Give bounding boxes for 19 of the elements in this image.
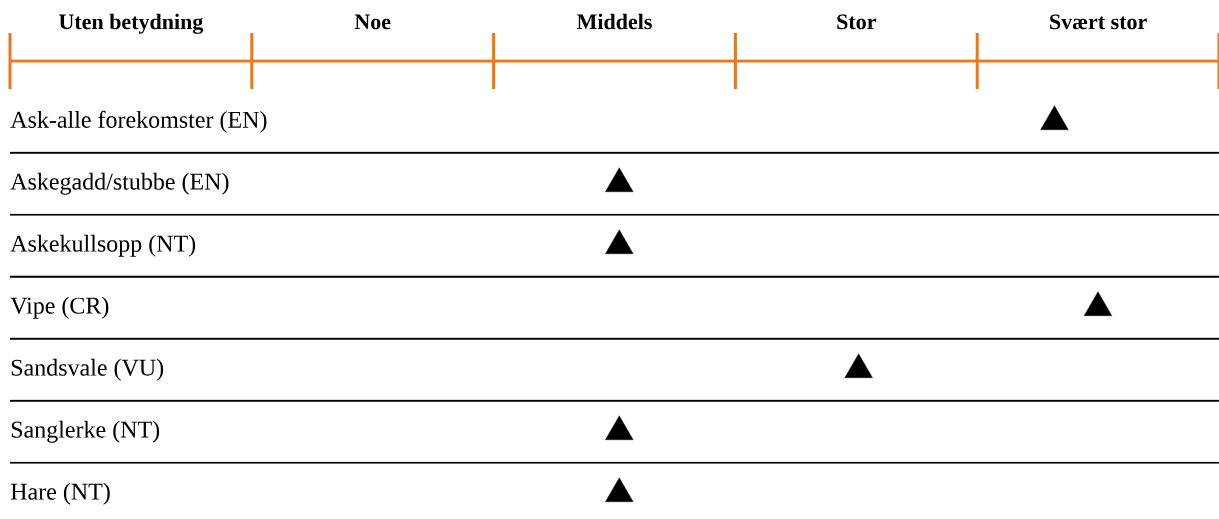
point [605, 477, 634, 502]
text: Noe [354, 14, 391, 30]
y-tick-label: Askekullsopp (NT) [10, 234, 196, 257]
y-tick-label: Hare (NT) [10, 482, 110, 505]
text: Stor [837, 14, 876, 30]
point [605, 229, 634, 254]
y-tick-label: Vipe (CR) [10, 296, 109, 319]
point [1040, 105, 1069, 130]
point [1083, 291, 1113, 316]
point [605, 415, 634, 440]
point [605, 167, 634, 192]
point [844, 353, 873, 378]
y-tick-label: Sanglerke (NT) [11, 420, 160, 443]
y-tick-label: Askegadd/stubbe (EN) [10, 172, 229, 195]
y-tick-label: Sandsvale (VU) [11, 358, 164, 381]
text: Svært stor [1050, 14, 1147, 30]
text: Middels [576, 13, 652, 30]
y-tick-label: Ask-alle forekomster (EN) [10, 110, 267, 133]
text: Uten betydning [59, 13, 204, 34]
